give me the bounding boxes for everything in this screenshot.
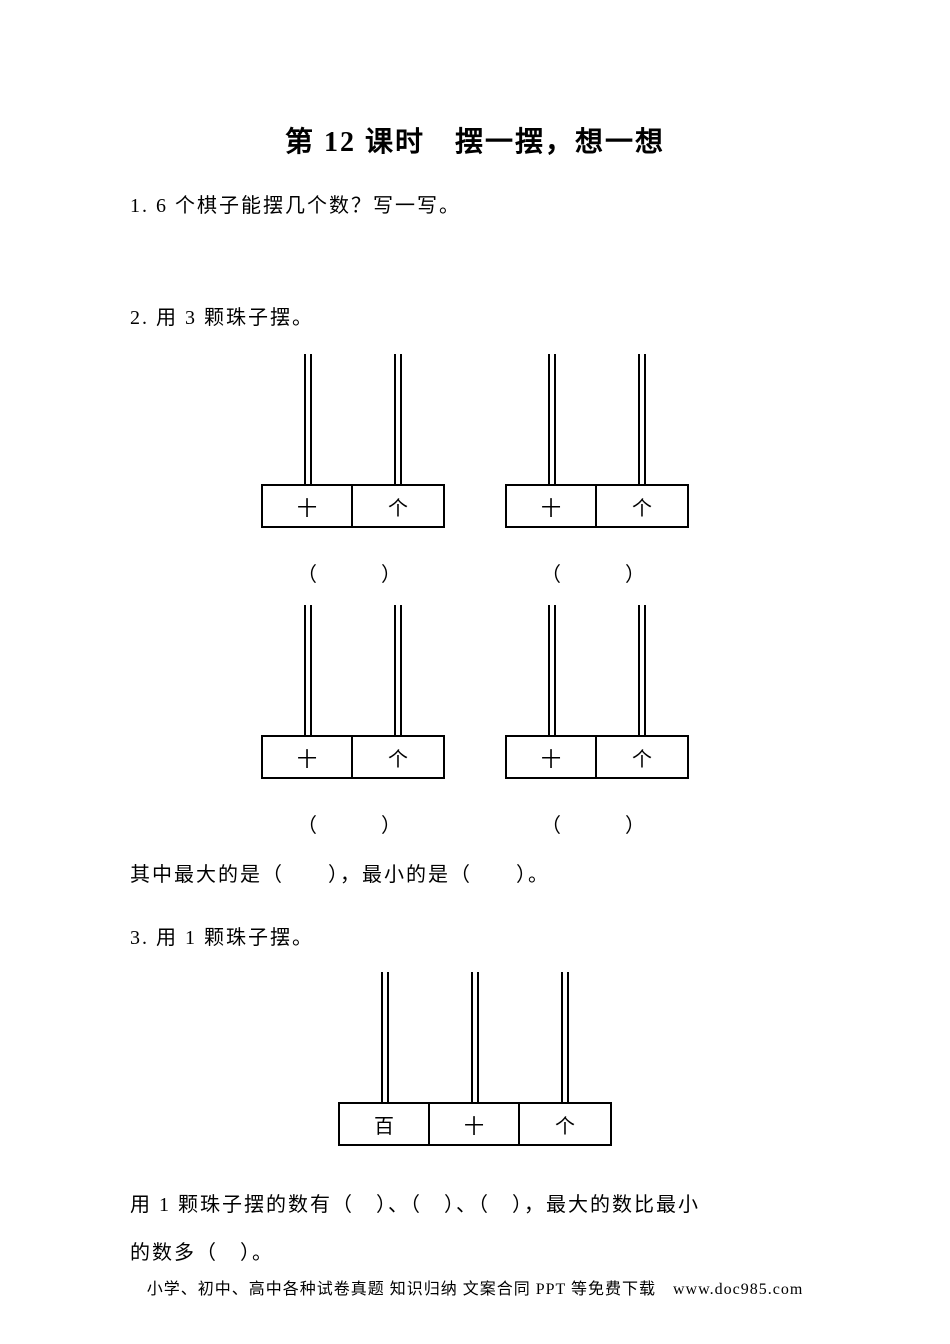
answer-blank-4: （ ） <box>541 809 653 838</box>
question-1: 1. 6 个棋子能摆几个数？写一写。 <box>130 190 820 222</box>
place-one: 个 <box>597 486 687 526</box>
q3-summary-line-2: 的数多（ ）。 <box>130 1229 820 1277</box>
q3-summary: 用 1 颗珠子摆的数有（ ）、（ ）、（ ），最大的数比最小 的数多（ ）。 <box>130 1181 820 1277</box>
abacus-q3: 百 十 个 <box>338 972 612 1146</box>
place-ten: 十 <box>507 737 597 777</box>
place-ten: 十 <box>263 486 353 526</box>
place-one: 个 <box>597 737 687 777</box>
place-one: 个 <box>353 486 443 526</box>
place-one: 个 <box>520 1104 610 1144</box>
place-ten: 十 <box>263 737 353 777</box>
q3-text: 用 1 颗珠子摆。 <box>156 927 314 949</box>
answer-blank-2: （ ） <box>541 558 653 587</box>
question-2: 2. 用 3 颗珠子摆。 <box>130 302 820 334</box>
q3-number: 3. <box>130 927 149 949</box>
q3-summary-line-1: 用 1 颗珠子摆的数有（ ）、（ ）、（ ），最大的数比最小 <box>130 1181 820 1229</box>
answer-blank-1: （ ） <box>297 558 409 587</box>
q2-abacus-row-2: 十 个 （ ） 十 个 （ ） <box>130 605 820 838</box>
question-3: 3. 用 1 颗珠子摆。 <box>130 922 820 954</box>
q2-number: 2. <box>130 307 149 329</box>
place-ten: 十 <box>430 1104 520 1144</box>
place-hundred: 百 <box>340 1104 430 1144</box>
q2-abacus-row-1: 十 个 （ ） 十 个 （ ） <box>130 354 820 587</box>
q2-text: 用 3 颗珠子摆。 <box>156 307 314 329</box>
page-title: 第 12 课时 摆一摆，想一想 <box>130 120 820 160</box>
q3-abacus-wrap: 百 十 个 <box>130 972 820 1146</box>
abacus-3: 十 个 （ ） <box>261 605 445 838</box>
place-one: 个 <box>353 737 443 777</box>
q1-text: 6 个棋子能摆几个数？写一写。 <box>156 195 461 217</box>
q2-summary: 其中最大的是（ ），最小的是（ ）。 <box>130 858 820 887</box>
abacus-4: 十 个 （ ） <box>505 605 689 838</box>
page-footer: 小学、初中、高中各种试卷真题 知识归纳 文案合同 PPT 等免费下载 www.d… <box>0 1275 950 1299</box>
q1-number: 1. <box>130 195 149 217</box>
abacus-2: 十 个 （ ） <box>505 354 689 587</box>
place-ten: 十 <box>507 486 597 526</box>
abacus-1: 十 个 （ ） <box>261 354 445 587</box>
answer-blank-3: （ ） <box>297 809 409 838</box>
